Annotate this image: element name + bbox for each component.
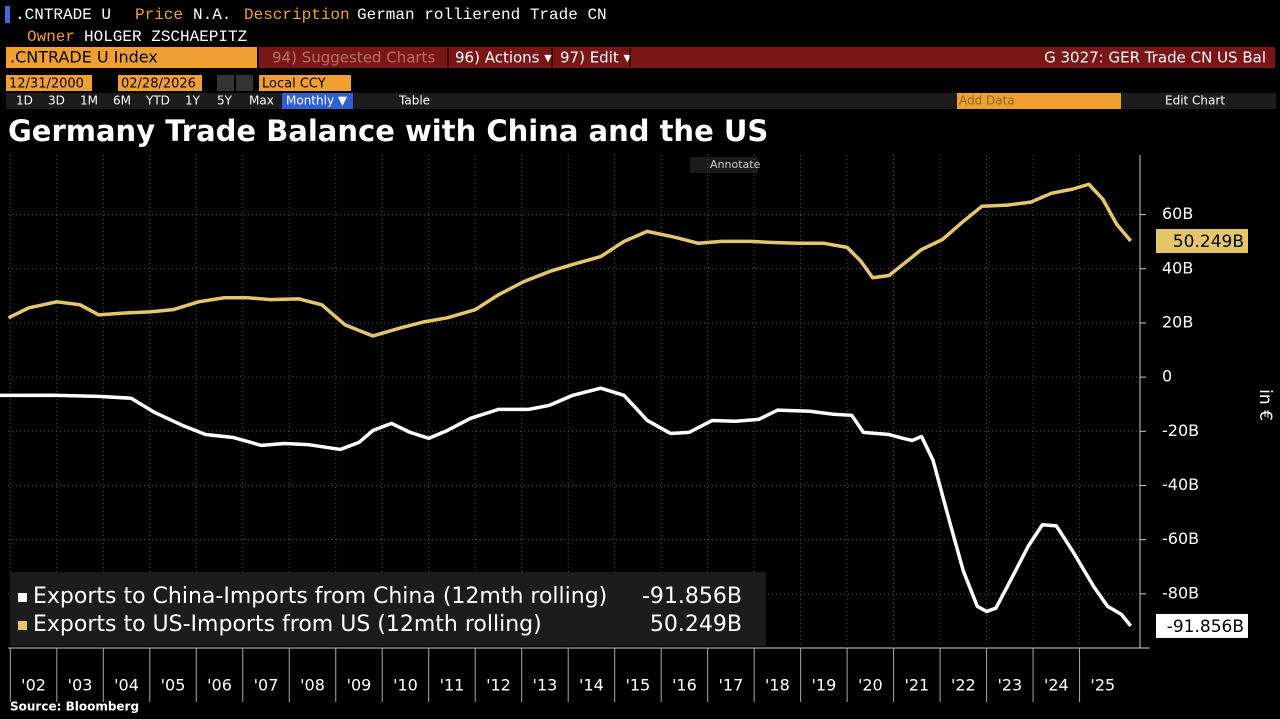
function-title: G 3027: GER Trade CN US Bal [1044, 49, 1266, 67]
end-flag-label: 50.249B [1173, 232, 1244, 252]
legend-value: -91.856B [642, 584, 742, 609]
security-box[interactable] [6, 47, 257, 68]
end-date[interactable]: 02/28/2026 [121, 77, 196, 92]
range-button[interactable]: 1D [16, 94, 33, 108]
legend-value: 50.249B [650, 612, 742, 637]
y-tick-label: 40B [1162, 258, 1193, 277]
value: N.A. [193, 6, 231, 24]
marker [5, 6, 10, 23]
x-tick-label: '07 [254, 676, 279, 695]
series-line [0, 386, 1133, 628]
add-data[interactable]: Add Data [959, 94, 1015, 108]
x-tick-label: '24 [1044, 676, 1069, 695]
x-tick-label: '17 [719, 676, 744, 695]
label: Owner [27, 28, 75, 46]
y-axis-label: in € [1255, 389, 1275, 421]
menu-item[interactable]: 97) Edit ▾ [560, 49, 632, 67]
source: Source: Bloomberg [10, 700, 139, 714]
next-button[interactable] [236, 75, 253, 91]
y-tick-label: 60B [1162, 204, 1193, 223]
frequency[interactable]: Monthly ▼ [286, 94, 348, 108]
prev-button[interactable] [217, 75, 234, 91]
label: Price [135, 6, 183, 24]
security[interactable]: .CNTRADE U Index [10, 48, 158, 67]
ticker: .CNTRADE U [15, 6, 111, 24]
end-flag [1156, 613, 1248, 638]
x-tick-label: '13 [533, 676, 558, 695]
x-tick-label: '19 [811, 676, 836, 695]
value: German rollierend Trade CN [357, 6, 607, 24]
y-tick-label: 0 [1162, 367, 1172, 386]
menu-item[interactable]: 96) Actions ▾ [455, 49, 552, 67]
x-tick-label: '23 [997, 676, 1022, 695]
x-tick-label: '04 [114, 676, 139, 695]
range-buttons: 1D 3D 1M 6M YTD 1Y 5Y Max [16, 94, 274, 108]
menu-item[interactable]: 94) Suggested Charts [272, 49, 435, 67]
range-button[interactable]: YTD [145, 94, 170, 108]
x-tick-label: '18 [765, 676, 790, 695]
x-tick-label: '03 [68, 676, 93, 695]
y-tick-label: 20B [1162, 312, 1193, 331]
range-button[interactable]: 6M [113, 94, 131, 108]
label: Description [244, 6, 350, 24]
x-tick-label: '11 [440, 676, 465, 695]
legend-swatch [18, 593, 27, 602]
start-date[interactable]: 12/31/2000 [9, 77, 84, 92]
series-line [7, 182, 1133, 338]
legend-label: Exports to US-Imports from US (12mth rol… [33, 612, 542, 637]
legend-label: Exports to China-Imports from China (12m… [33, 584, 607, 609]
x-tick-label: '20 [858, 676, 883, 695]
end-flag-label: -91.856B [1167, 617, 1244, 637]
x-tick-label: '09 [347, 676, 372, 695]
value: HOLGER ZSCHAEPITZ [84, 28, 248, 46]
range-button[interactable]: 3D [48, 94, 65, 108]
range-button[interactable]: 1M [80, 94, 98, 108]
currency[interactable]: Local CCY [262, 77, 326, 92]
x-tick-label: '21 [904, 676, 929, 695]
x-tick-label: '02 [21, 676, 46, 695]
y-tick-label: -80B [1162, 583, 1199, 602]
end-flag [1156, 229, 1248, 254]
x-tick-label: '22 [951, 676, 976, 695]
table-button[interactable]: Table [398, 94, 430, 108]
x-tick-label: '10 [393, 676, 418, 695]
plot: -80B -60B -40B -20B 0 20B 40B 60B '02 '03 '04 '05 '0… [0, 155, 1248, 702]
y-tick-label: -40B [1162, 475, 1199, 494]
add-data-box[interactable] [957, 93, 1121, 109]
date-box[interactable] [118, 75, 202, 91]
annotate[interactable]: Annotate [710, 158, 761, 171]
range-button[interactable]: Max [249, 94, 274, 108]
chart-title: Germany Trade Balance with China and the… [8, 114, 768, 148]
x-tick-label: '15 [626, 676, 651, 695]
x-tick-label: '12 [486, 676, 511, 695]
x-tick-label: '08 [300, 676, 325, 695]
x-tick-label: '16 [672, 676, 697, 695]
menu-bar [259, 47, 1275, 68]
y-tick-label: -20B [1162, 421, 1199, 440]
legend-swatch [18, 621, 27, 630]
x-tick-label: '05 [161, 676, 186, 695]
currency-box[interactable] [259, 75, 351, 91]
y-tick-label: -60B [1162, 529, 1199, 548]
x-tick-label: '14 [579, 676, 604, 695]
legend-box [10, 572, 766, 646]
date-box[interactable] [6, 75, 92, 91]
annotate-box[interactable] [690, 157, 758, 173]
frequency-box[interactable] [282, 93, 353, 109]
range-button[interactable]: 1Y [185, 94, 201, 108]
edit-chart[interactable]: Edit Chart [1165, 94, 1225, 108]
range-button[interactable]: 5Y [217, 94, 233, 108]
x-tick-label: '06 [207, 676, 232, 695]
x-tick-label: '25 [1090, 676, 1115, 695]
